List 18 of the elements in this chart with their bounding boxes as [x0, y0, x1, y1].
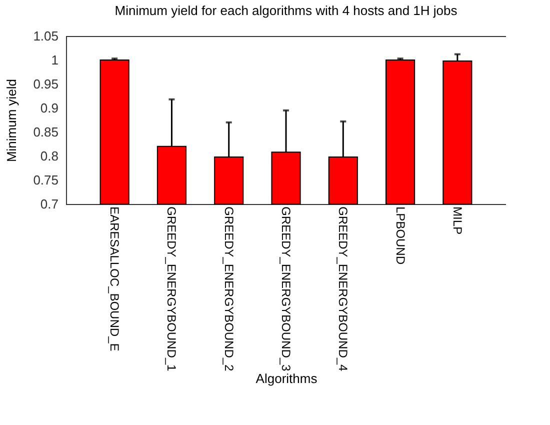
y-tick-label: 0.9 — [40, 100, 58, 116]
y-axis-title: Minimum yield — [4, 78, 20, 162]
x-tick-label: GREEDY_ENERGYBOUND_4 — [336, 206, 350, 372]
x-tick-label: GREEDY_ENERGYBOUND_3 — [279, 206, 293, 372]
y-tick-label: 0.85 — [33, 124, 58, 140]
x-tick-label: LPBOUND — [393, 206, 408, 265]
y-tick-label: 0.8 — [40, 148, 58, 164]
y-tick-label: 0.95 — [33, 76, 58, 92]
y-tick-label: 1 — [51, 52, 58, 68]
x-tick-label: GREEDY_ENERGYBOUND_2 — [222, 206, 236, 372]
y-tick-label: 0.75 — [33, 172, 58, 188]
chart-title: Minimum yield for each algorithms with 4 hosts and 1H jobs — [114, 3, 458, 18]
x-tick-label: EARESALLOC_BOUND_E — [108, 206, 122, 352]
y-tick-label: 1.05 — [33, 28, 58, 44]
x-tick-label: GREEDY_ENERGYBOUND_1 — [164, 206, 179, 372]
x-axis-title: Algorithms — [256, 371, 318, 386]
y-tick-label: 0.7 — [40, 196, 58, 212]
x-tick-label: MILP — [450, 206, 464, 235]
